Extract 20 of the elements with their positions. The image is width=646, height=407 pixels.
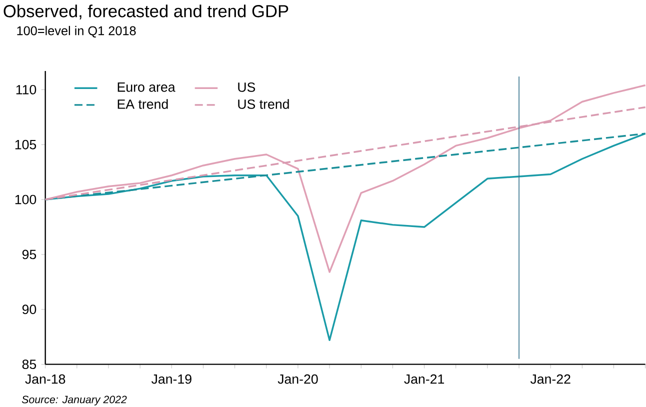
line-series [44, 84, 646, 273]
x-tick-label: Jan-22 [530, 374, 570, 384]
y-tick-label: 100 [15, 194, 36, 204]
x-tick-label: Jan-19 [151, 374, 192, 384]
y-tick-label: 105 [15, 140, 36, 150]
legend-label: Euro area [118, 82, 176, 92]
x-tick-label: Jan-21 [404, 374, 444, 384]
y-tick-label: 95 [22, 250, 36, 260]
x-tick-label: Jan-18 [25, 374, 66, 384]
y-tick-label: 90 [22, 304, 36, 314]
source-note: Source: January 2022 [22, 396, 127, 406]
y-tick-label: 110 [16, 84, 36, 94]
y-tick-label: 85 [22, 360, 36, 370]
legend-label: US trend [238, 99, 289, 109]
legend-label: EA trend [118, 99, 168, 109]
legend-label: US [238, 82, 256, 92]
x-tick-label: Jan-20 [278, 374, 318, 384]
line-series [44, 132, 646, 342]
chart-title: Observed, forecasted and trend GDP [4, 4, 288, 20]
chart-subtitle: 100=level in Q1 2018 [17, 26, 136, 38]
